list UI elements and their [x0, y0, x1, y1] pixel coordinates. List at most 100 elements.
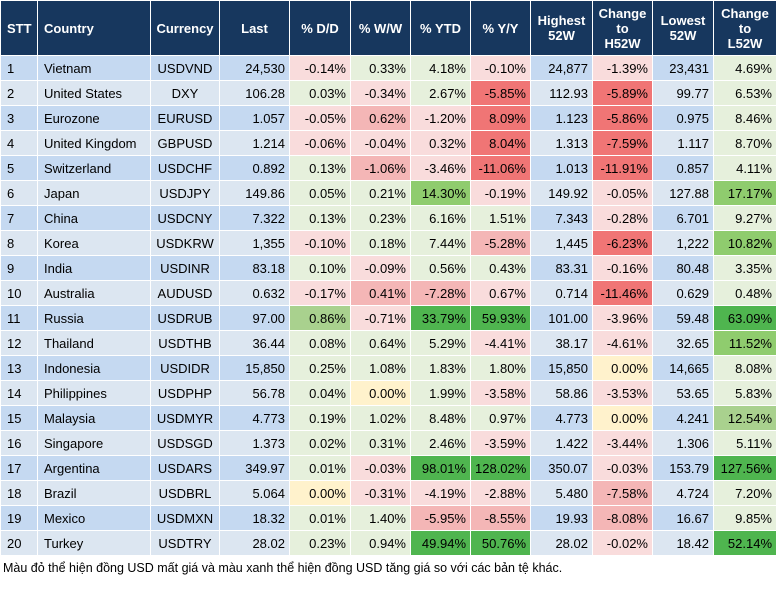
header-cell: % Y/Y — [470, 0, 531, 56]
table-cell: 1.117 — [652, 130, 714, 156]
header-text: % D/D — [301, 20, 339, 36]
header-text: Country — [44, 20, 94, 36]
table-cell: 1.123 — [530, 105, 593, 131]
table-cell: United Kingdom — [37, 130, 151, 156]
table-cell: 3 — [0, 105, 38, 131]
table-cell: GBPUSD — [150, 130, 220, 156]
table-cell: -0.09% — [350, 255, 411, 281]
table-cell: 1.83% — [410, 355, 471, 381]
table-cell: 0.23% — [350, 205, 411, 231]
table-cell: USDMYR — [150, 405, 220, 431]
table-cell: 0.13% — [289, 155, 351, 181]
table-cell: Philippines — [37, 380, 151, 406]
table-cell: 83.18 — [219, 255, 290, 281]
table-cell: 38.17 — [530, 330, 593, 356]
header-text: to — [616, 20, 629, 36]
header-text: Last — [241, 20, 268, 36]
table-cell: USDJPY — [150, 180, 220, 206]
table-cell: 28.02 — [219, 530, 290, 556]
table-cell: 0.01% — [289, 505, 351, 531]
table-cell: 58.86 — [530, 380, 593, 406]
table-cell: 0.857 — [652, 155, 714, 181]
table-row: 1 Vietnam USDVND 24,530 -0.14% 0.33% 4.18% -0.1… — [0, 55, 777, 81]
table-cell: 63.09% — [713, 305, 777, 331]
fx-table: STT Country Currency Last % D/D % W/W % YTD % Y… — [0, 0, 777, 556]
table-cell: Brazil — [37, 480, 151, 506]
table-cell: 2.67% — [410, 80, 471, 106]
table-cell: 15,850 — [219, 355, 290, 381]
table-cell: 0.32% — [410, 130, 471, 156]
table-cell: 0.00% — [350, 380, 411, 406]
table-cell: -11.06% — [470, 155, 531, 181]
table-cell: 50.76% — [470, 530, 531, 556]
table-cell: -0.14% — [289, 55, 351, 81]
table-cell: 1.40% — [350, 505, 411, 531]
table-cell: 20 — [0, 530, 38, 556]
table-cell: -5.89% — [592, 80, 653, 106]
table-row: 10 Australia AUDUSD 0.632 -0.17% 0.41% -7.28% 0… — [0, 280, 777, 306]
header-text: to — [738, 20, 752, 36]
table-cell: 0.05% — [289, 180, 351, 206]
table-cell: Vietnam — [37, 55, 151, 81]
table-cell: -0.04% — [350, 130, 411, 156]
table-cell: 1,355 — [219, 230, 290, 256]
table-row: 6 Japan USDJPY 149.86 0.05% 0.21% 14.30% -0.19%… — [0, 180, 777, 206]
footnote: Màu đỏ thể hiện đồng USD mất giá và màu … — [3, 561, 563, 575]
table-cell: -3.46% — [410, 155, 471, 181]
table-cell: USDCNY — [150, 205, 220, 231]
table-cell: 1,445 — [530, 230, 593, 256]
table-cell: 0.86% — [289, 305, 351, 331]
table-cell: 0.01% — [289, 455, 351, 481]
table-cell: Switzerland — [37, 155, 151, 181]
table-cell: 128.02% — [470, 455, 531, 481]
table-cell: 153.79 — [652, 455, 714, 481]
table-cell: -3.44% — [592, 430, 653, 456]
table-cell: -3.58% — [470, 380, 531, 406]
table-cell: 14,665 — [652, 355, 714, 381]
table-row: 20 Turkey USDTRY 28.02 0.23% 0.94% 49.94% 50.76… — [0, 530, 777, 556]
table-cell: 5.83% — [713, 380, 777, 406]
table-cell: 23,431 — [652, 55, 714, 81]
table-cell: 80.48 — [652, 255, 714, 281]
table-cell: 8.08% — [713, 355, 777, 381]
table-cell: 0.19% — [289, 405, 351, 431]
table-cell: 18.42 — [652, 530, 714, 556]
table-cell: -3.59% — [470, 430, 531, 456]
table-cell: 6 — [0, 180, 38, 206]
table-cell: 11.52% — [713, 330, 777, 356]
table-cell: 1.306 — [652, 430, 714, 456]
table-cell: 0.21% — [350, 180, 411, 206]
table-cell: 4.241 — [652, 405, 714, 431]
table-cell: 149.92 — [530, 180, 593, 206]
table-cell: USDTHB — [150, 330, 220, 356]
table-cell: 1.313 — [530, 130, 593, 156]
table-cell: 5.064 — [219, 480, 290, 506]
table-cell: 4.69% — [713, 55, 777, 81]
table-cell: 1.422 — [530, 430, 593, 456]
table-cell: -8.55% — [470, 505, 531, 531]
table-cell: 8.46% — [713, 105, 777, 131]
table-cell: 106.28 — [219, 80, 290, 106]
header-text: 52W — [548, 28, 575, 43]
table-cell: EURUSD — [150, 105, 220, 131]
table-cell: USDTRY — [150, 530, 220, 556]
header-cell: % W/W — [350, 0, 411, 56]
table-cell: 101.00 — [530, 305, 593, 331]
table-cell: 15,850 — [530, 355, 593, 381]
table-cell: 8.70% — [713, 130, 777, 156]
table-cell: 0.10% — [289, 255, 351, 281]
table-cell: 0.08% — [289, 330, 351, 356]
table-cell: 350.07 — [530, 455, 593, 481]
table-cell: -8.08% — [592, 505, 653, 531]
table-cell: 4.18% — [410, 55, 471, 81]
table-cell: 99.77 — [652, 80, 714, 106]
header-cell: Currency — [150, 0, 220, 56]
table-cell: 8 — [0, 230, 38, 256]
header-text: % YTD — [420, 20, 461, 36]
table-cell: 9.27% — [713, 205, 777, 231]
table-cell: 0.00% — [592, 405, 653, 431]
table-row: 12 Thailand USDTHB 36.44 0.08% 0.64% 5.29% -4.4… — [0, 330, 777, 356]
table-cell: -1.39% — [592, 55, 653, 81]
table-cell: 1.373 — [219, 430, 290, 456]
table-cell: 19 — [0, 505, 38, 531]
